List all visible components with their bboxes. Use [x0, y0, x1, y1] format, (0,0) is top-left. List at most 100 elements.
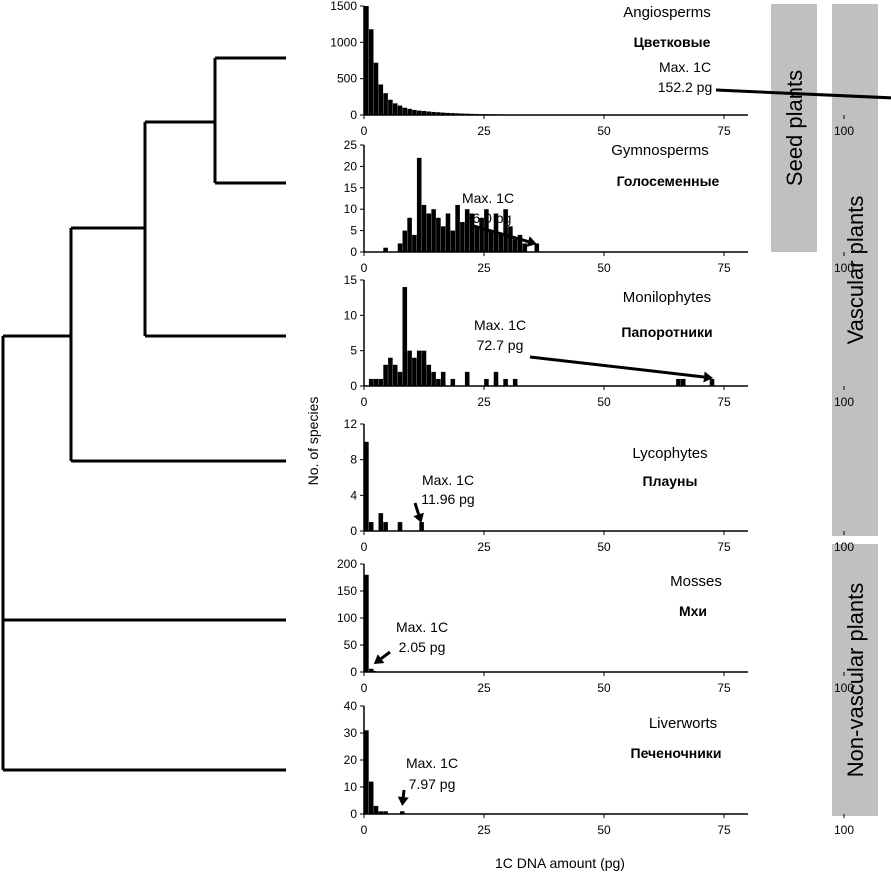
bar	[426, 111, 432, 115]
bar	[548, 114, 554, 116]
bar	[383, 522, 388, 531]
bar	[440, 226, 446, 252]
bar	[431, 111, 436, 115]
bar	[388, 99, 393, 115]
max-label: Max. 1C	[659, 59, 711, 75]
bar	[522, 243, 528, 252]
bar	[450, 113, 456, 115]
x-tick-label: 25	[477, 261, 491, 275]
x-tick-label: 25	[477, 124, 491, 138]
y-tick-label: 10	[344, 780, 358, 794]
x-tick-label: 50	[597, 681, 611, 695]
bar	[577, 114, 583, 116]
y-tick-label: 12	[344, 417, 358, 431]
y-tick-label: 0	[350, 245, 357, 259]
max-value-label: 7.97 pg	[409, 776, 456, 792]
bar	[412, 234, 417, 252]
bar	[407, 108, 412, 115]
x-tick-label: 100	[834, 823, 854, 837]
x-tick-label: 100	[834, 124, 854, 138]
x-tick-label: 75	[717, 395, 731, 409]
bar	[436, 112, 441, 115]
bar	[368, 378, 374, 386]
max-arrow	[469, 223, 529, 243]
panel-monilophytes: 0510150255075100125150MonilophytesПапоро…	[344, 273, 855, 409]
bar	[373, 805, 379, 814]
y-tick-label: 0	[350, 665, 357, 679]
y-tick-label: 0	[350, 524, 357, 538]
bar	[421, 111, 427, 115]
bar	[373, 378, 379, 386]
bar	[392, 103, 398, 115]
x-tick-label: 0	[361, 681, 368, 695]
max-arrow-head	[397, 796, 409, 806]
bar	[460, 222, 465, 252]
bar	[445, 112, 451, 115]
bar	[558, 114, 564, 116]
bar	[378, 84, 384, 115]
bar	[450, 230, 456, 252]
panel-title: Mosses	[670, 573, 722, 590]
max-arrow	[715, 88, 891, 100]
bar	[680, 378, 686, 386]
bar	[378, 378, 384, 386]
bar	[364, 6, 369, 115]
y-tick-label: 15	[344, 181, 358, 195]
bar	[397, 243, 403, 252]
band-label-non-vascular-plants: Non-vascular plants	[843, 583, 868, 777]
band-label-seed-plants: Seed plants	[782, 70, 807, 186]
x-tick-label: 25	[477, 540, 491, 554]
panel-title-russian: Голосеменные	[617, 173, 720, 189]
bar	[383, 247, 388, 252]
x-tick-label: 25	[477, 395, 491, 409]
panel-title-russian: Мхи	[679, 603, 707, 619]
y-tick-label: 15	[344, 273, 358, 287]
bar	[436, 378, 441, 386]
bar	[479, 114, 484, 115]
panel-title: Angiosperms	[623, 4, 711, 21]
bar	[383, 364, 388, 386]
panel-title-russian: Папоротники	[621, 324, 712, 340]
bar	[371, 670, 377, 672]
x-tick-label: 25	[477, 823, 491, 837]
max-arrow-head	[413, 512, 424, 523]
max-value-label: 152.2 pg	[658, 79, 713, 95]
panel-title: Lycophytes	[632, 445, 707, 462]
bar	[368, 29, 374, 115]
bar	[520, 114, 525, 116]
max-arrow-head	[373, 654, 385, 664]
bar	[455, 113, 460, 115]
bar	[431, 209, 436, 252]
bar	[474, 226, 480, 252]
x-tick-label: 0	[361, 261, 368, 275]
bar	[455, 204, 460, 252]
y-tick-label: 4	[350, 488, 357, 502]
bar	[378, 811, 384, 814]
y-tick-label: 150	[337, 584, 357, 598]
bar	[421, 350, 427, 386]
y-tick-label: 0	[350, 379, 357, 393]
panel-title-russian: Печеночники	[631, 745, 722, 761]
bar	[510, 114, 516, 116]
bar	[512, 239, 518, 252]
bar	[426, 213, 432, 252]
bar	[517, 234, 523, 252]
bar	[383, 811, 388, 814]
y-tick-label: 1500	[330, 0, 357, 13]
bar	[464, 209, 470, 252]
y-tick-label: 20	[344, 753, 358, 767]
bar	[364, 441, 369, 531]
bar	[469, 113, 475, 115]
y-tick-label: 40	[344, 699, 358, 713]
panel-title: Monilophytes	[623, 289, 711, 306]
bar	[397, 522, 403, 531]
bar	[416, 110, 422, 115]
bar	[493, 114, 499, 115]
bar	[503, 209, 508, 252]
x-tick-label: 75	[717, 823, 731, 837]
bar	[709, 378, 715, 386]
panel-title-russian: Цветковые	[634, 34, 711, 50]
y-tick-label: 8	[350, 453, 357, 467]
bar	[364, 730, 369, 814]
bar	[412, 109, 417, 115]
